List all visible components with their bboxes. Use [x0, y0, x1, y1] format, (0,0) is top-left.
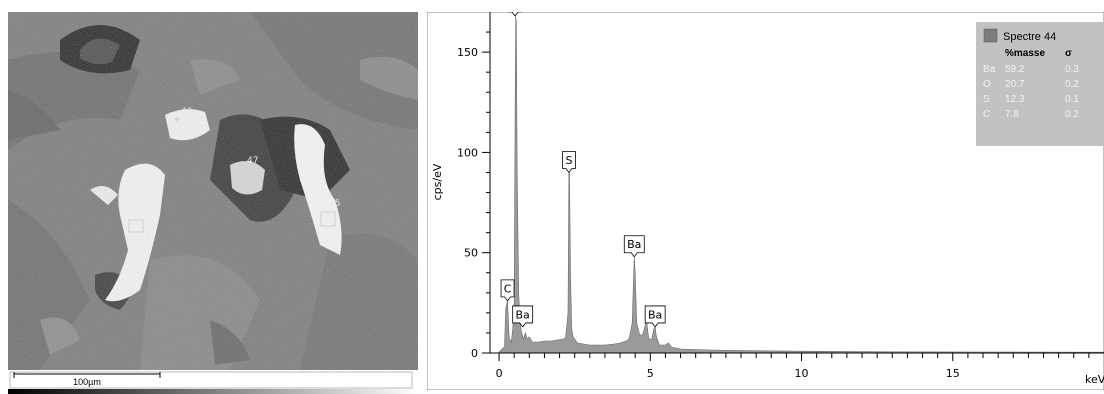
peak-label: Ba: [512, 305, 534, 328]
peak-label-box: [562, 151, 576, 174]
x-tick-label: 0: [496, 367, 503, 380]
peak-label-box: [508, 12, 523, 17]
peak-label-box: [512, 305, 534, 328]
peak-label-box: [623, 235, 645, 258]
micrograph-image: [8, 12, 418, 370]
legend-row-masse: 7.8: [1005, 109, 1019, 120]
analysis-box-44: [128, 219, 144, 233]
point-label-44: 44: [135, 210, 147, 220]
y-tick-label: 50: [464, 247, 478, 260]
peak-label: C: [500, 279, 515, 302]
legend-row-masse: 20.7: [1005, 79, 1025, 90]
legend-background: [976, 22, 1104, 146]
x-tick-label: 15: [946, 367, 960, 380]
peak-label: Ba: [623, 235, 645, 258]
y-tick-label: 0: [471, 347, 478, 360]
peak-label: O: [508, 12, 523, 17]
legend-row-sigma: 0.1: [1065, 94, 1079, 105]
legend-row-sigma: 0.2: [1065, 79, 1079, 90]
point-label-46: 46: [181, 107, 193, 117]
scale-bar-frame: [9, 371, 413, 389]
legend-swatch: [983, 28, 998, 43]
legend-row-element: Ba: [983, 64, 996, 75]
peak-label-text: C: [504, 282, 512, 295]
peak-label-box: [644, 305, 666, 328]
legend-row-masse: 59.2: [1005, 64, 1025, 75]
peak-label-text: Ba: [648, 308, 662, 321]
peak-label-box: [500, 279, 515, 302]
spectrum-series: [498, 15, 1104, 354]
peak-label: Ba: [644, 305, 666, 328]
legend-header-masse: %masse: [1005, 48, 1045, 59]
peak-labels: O S Ba C Ba Ba: [500, 12, 666, 328]
legend-header-sigma: σ: [1065, 48, 1072, 59]
x-tick-label: 10: [795, 367, 809, 380]
point-label-47: 47: [247, 156, 258, 166]
y-tick-label: 100: [457, 146, 478, 159]
peak-label-text: Ba: [627, 238, 641, 251]
legend-row-sigma: 0.2: [1065, 109, 1079, 120]
y-tick-label: 150: [457, 46, 478, 59]
legend-row-element: O: [983, 79, 991, 90]
scale-bar: [13, 372, 161, 378]
x-tick-label: 5: [647, 367, 654, 380]
plot-area: [498, 15, 1104, 354]
analysis-cross-47: [237, 167, 243, 173]
legend-panel: Spectre 44 %masse σ Ba 59.2 0.3 O 20.7 0…: [976, 22, 1104, 146]
point-label-45: 45: [329, 199, 340, 209]
y-axis-title: cps/eV: [431, 163, 444, 200]
x-axis-ticks: 0 5 10 15: [496, 353, 1090, 380]
analysis-cross-46: [174, 116, 180, 122]
peak-label: S: [562, 151, 576, 174]
legend-row-sigma: 0.3: [1065, 64, 1079, 75]
scale-bar-label: 100µm: [73, 377, 101, 387]
y-axis-ticks: 0 50 100 150: [457, 31, 490, 360]
x-axis-title: keV: [1085, 373, 1104, 386]
legend-series-name: Spectre 44: [1003, 31, 1056, 43]
analysis-box-45: [320, 211, 336, 227]
legend-row-masse: 12.3: [1005, 94, 1025, 105]
peak-label-text: Ba: [516, 308, 530, 321]
legend-row-element: C: [983, 109, 990, 120]
sem-micrograph: 46 47 44 45 100µm: [0, 0, 418, 394]
legend-row-element: S: [983, 94, 990, 105]
peak-label-text: S: [565, 154, 572, 167]
